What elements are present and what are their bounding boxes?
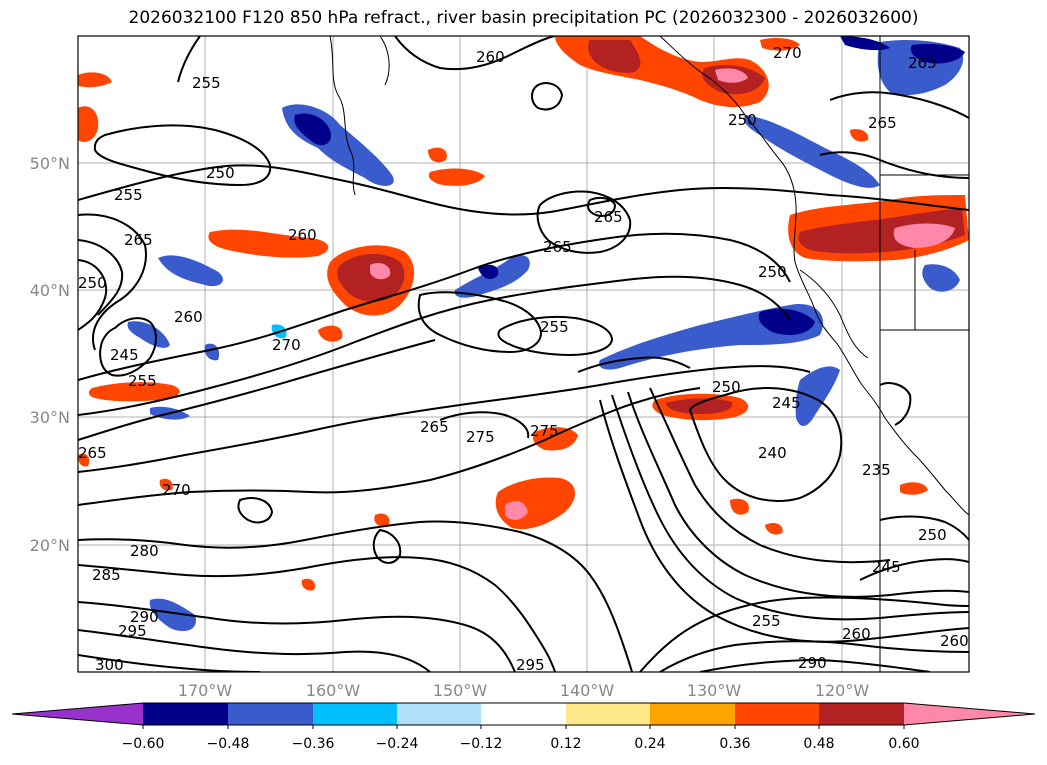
- colorbar-segment: [904, 703, 1035, 725]
- contour-label: 250: [728, 111, 757, 129]
- contour-label: 290: [130, 608, 159, 626]
- colorbar-tick-label: −0.36: [292, 736, 335, 752]
- coastlines: [329, 36, 969, 672]
- contour-label: 250: [78, 274, 107, 292]
- plot-area: [78, 36, 969, 672]
- colorbar-tick-label: 0.12: [550, 736, 581, 752]
- colorbar-tick-label: 0.60: [888, 736, 919, 752]
- colorbar-tick-label: −0.60: [122, 736, 165, 752]
- contour-label: 270: [162, 481, 191, 499]
- colorbar-tick-label: −0.48: [207, 736, 250, 752]
- contour-label: 280: [130, 542, 159, 560]
- contour-label: 260: [842, 625, 871, 643]
- contour-label: 250: [206, 164, 235, 182]
- colorbar-tick-label: −0.12: [460, 736, 503, 752]
- contour-label: 245: [872, 558, 901, 576]
- lon-label: 120°W: [815, 681, 870, 700]
- colorbar-segment: [819, 703, 904, 725]
- contour-label: 250: [758, 263, 787, 281]
- contour-label: 255: [540, 318, 569, 336]
- refractivity-contours: [78, 36, 969, 672]
- contour-label: 265: [124, 231, 153, 249]
- lon-label: 140°W: [560, 681, 615, 700]
- contour-label: 235: [862, 461, 891, 479]
- negative-anomaly-areas: [127, 36, 965, 632]
- colorbar-tick-label: 0.48: [803, 736, 834, 752]
- colorbar-segment: [481, 703, 566, 725]
- contour-label: 265: [868, 114, 897, 132]
- contour-label: 255: [128, 372, 157, 390]
- contour-label: 300: [95, 656, 124, 674]
- contour-label: 240: [758, 444, 787, 462]
- latitude-labels: 50°N 40°N 30°N 20°N: [30, 154, 70, 555]
- contour-label: 260: [940, 632, 969, 650]
- colorbar-segment: [228, 703, 313, 725]
- lat-label: 20°N: [30, 536, 70, 555]
- contour-label: 245: [110, 346, 139, 364]
- colorbar-segment: [313, 703, 397, 725]
- colorbar-tick-label: −0.24: [376, 736, 419, 752]
- contour-label: 260: [174, 308, 203, 326]
- contour-label: 245: [772, 394, 801, 412]
- positive-anomaly-areas: [78, 36, 969, 591]
- colorbar: −0.60 −0.48 −0.36 −0.24 −0.12 0.12 0.24 …: [11, 702, 1036, 752]
- lat-label: 50°N: [30, 154, 70, 173]
- map-title: 2026032100 F120 850 hPa refract., river …: [128, 8, 919, 28]
- colorbar-tick-label: 0.24: [634, 736, 665, 752]
- contour-label: 275: [530, 422, 559, 440]
- contour-label: 265: [908, 54, 937, 72]
- contour-label: 270: [272, 336, 301, 354]
- lon-label: 160°W: [306, 681, 361, 700]
- contour-label: 260: [476, 48, 505, 66]
- contour-label: 270: [773, 44, 802, 62]
- contour-label: 265: [420, 418, 449, 436]
- contour-label: 255: [192, 74, 221, 92]
- contour-label: 265: [78, 444, 107, 462]
- colorbar-segment: [566, 703, 650, 725]
- lon-label: 130°W: [687, 681, 742, 700]
- colorbar-tick-label: 0.36: [719, 736, 750, 752]
- longitude-labels: 170°W 160°W 150°W 140°W 130°W 120°W: [178, 681, 870, 700]
- colorbar-segment: [143, 703, 228, 725]
- contour-label: 255: [114, 186, 143, 204]
- colorbar-segment: [12, 703, 143, 725]
- lon-label: 170°W: [178, 681, 233, 700]
- contour-label: 260: [288, 226, 317, 244]
- contour-labels: 255 260 270 250 255 265 265 260 265 265 …: [78, 44, 969, 674]
- contour-label: 295: [118, 622, 147, 640]
- lon-label: 150°W: [433, 681, 488, 700]
- gridlines: [78, 36, 969, 672]
- plot-frame: [77, 35, 970, 673]
- contour-label: 250: [712, 378, 741, 396]
- lat-label: 40°N: [30, 281, 70, 300]
- colorbar-segment: [735, 703, 819, 725]
- contour-label: 290: [798, 654, 827, 672]
- contour-label: 285: [92, 566, 121, 584]
- contour-label: 250: [918, 526, 947, 544]
- contour-label: 275: [466, 428, 495, 446]
- lat-label: 30°N: [30, 408, 70, 427]
- colorbar-ticks: [142, 725, 905, 729]
- colorbar-segment: [650, 703, 735, 725]
- contour-label: 295: [516, 656, 545, 674]
- contour-label: 255: [752, 612, 781, 630]
- contour-label: 265: [594, 208, 623, 226]
- contour-label: 265: [543, 238, 572, 256]
- colorbar-segment: [397, 703, 481, 725]
